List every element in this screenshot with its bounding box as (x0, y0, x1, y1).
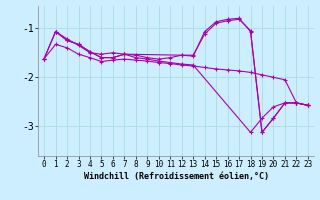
X-axis label: Windchill (Refroidissement éolien,°C): Windchill (Refroidissement éolien,°C) (84, 172, 268, 181)
